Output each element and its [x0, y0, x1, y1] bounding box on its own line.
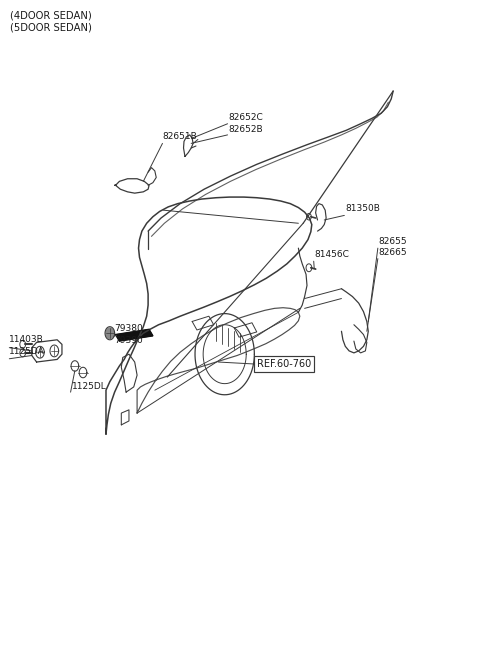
Text: 79380: 79380: [115, 324, 144, 333]
Text: 11403B: 11403B: [9, 335, 44, 344]
Text: 1125DL: 1125DL: [72, 382, 106, 391]
Text: 81350B: 81350B: [345, 205, 380, 213]
Text: 82652B: 82652B: [228, 125, 263, 134]
Polygon shape: [116, 329, 153, 341]
Polygon shape: [106, 328, 114, 338]
Text: 79390: 79390: [115, 336, 144, 345]
Text: (5DOOR SEDAN): (5DOOR SEDAN): [10, 22, 92, 32]
Text: 82665: 82665: [379, 249, 408, 257]
Text: 81456C: 81456C: [314, 251, 349, 259]
Text: 1125DA: 1125DA: [9, 347, 45, 356]
Text: 82651B: 82651B: [162, 133, 197, 142]
Text: REF.60-760: REF.60-760: [257, 359, 311, 369]
Text: 82652C: 82652C: [228, 113, 263, 122]
Text: 82655: 82655: [379, 237, 408, 245]
Text: (4DOOR SEDAN): (4DOOR SEDAN): [10, 10, 92, 20]
